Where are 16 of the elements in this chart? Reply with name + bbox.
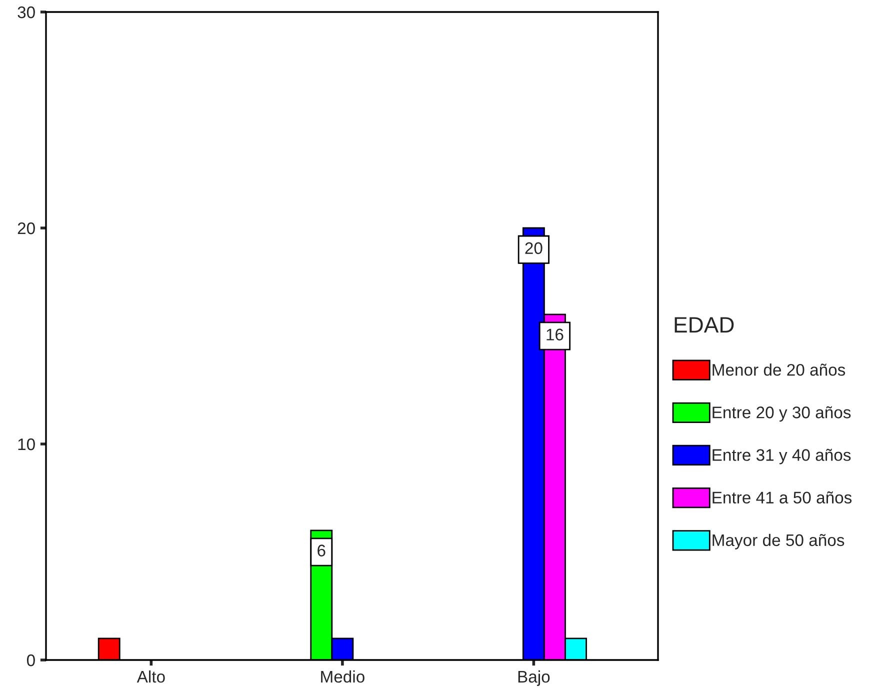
legend-label: Entre 31 y 40 años	[712, 448, 851, 464]
legend-label: Entre 20 y 30 años	[712, 406, 851, 422]
x-tick-label: Bajo	[518, 670, 550, 686]
data-label: 20	[525, 242, 542, 254]
legend-label: Entre 41 a 50 años	[712, 491, 852, 504]
legend-label: Mayor de 50 años	[712, 534, 844, 550]
x-tick-label: Alto	[136, 670, 165, 683]
y-tick-label: 0	[26, 654, 35, 666]
y-tick-label: 10	[18, 438, 35, 450]
x-tick-label: Medio	[321, 670, 364, 683]
legend-title: EDAD	[674, 317, 734, 332]
data-label: 16	[546, 328, 564, 340]
y-tick-label: 20	[18, 222, 35, 234]
legend-label: Menor de 20 años	[712, 364, 846, 376]
data-label: 6	[318, 544, 326, 556]
y-tick-label: 30	[18, 6, 35, 18]
